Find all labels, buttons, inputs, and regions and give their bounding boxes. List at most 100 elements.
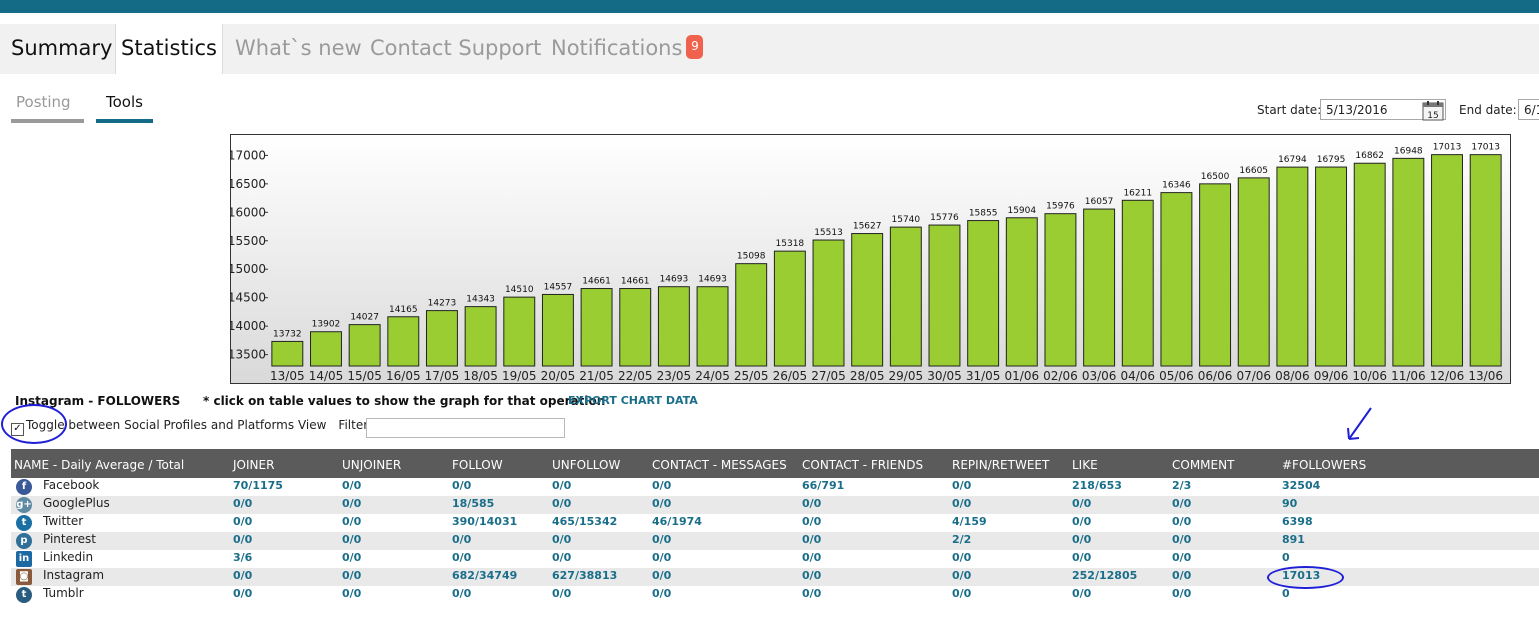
table-cell[interactable]: 2/3 [1172, 479, 1192, 492]
table-cell[interactable]: 0/0 [342, 497, 362, 510]
table-cell[interactable]: 0/0 [802, 515, 822, 528]
subtab-tools[interactable]: Tools [96, 93, 153, 123]
followers-bar-chart: 13500 14000 14500 15000 15500 16000 16500 17000… [228, 134, 1511, 384]
table-cell[interactable]: 0/0 [1072, 533, 1092, 546]
table-cell[interactable]: 0/0 [652, 497, 672, 510]
col-repin-retweet[interactable]: REPIN/RETWEET [952, 458, 1050, 472]
table-cell[interactable]: 0/0 [652, 533, 672, 546]
subtab-posting[interactable]: Posting [11, 93, 84, 123]
table-cell[interactable]: 0/0 [802, 569, 822, 582]
table-cell[interactable]: 0/0 [342, 551, 362, 564]
table-cell[interactable]: 66/791 [802, 479, 845, 492]
table-cell[interactable]: 6398 [1282, 515, 1313, 528]
data-label: 15098 [737, 252, 766, 262]
table-cell[interactable]: 0/0 [233, 533, 253, 546]
tab-contact-support[interactable]: Contact Support [370, 36, 542, 60]
table-cell[interactable]: 0/0 [1172, 551, 1192, 564]
start-date-input[interactable]: 5/13/2016 [1320, 99, 1446, 120]
table-cell[interactable]: 0/0 [233, 587, 253, 600]
x-tick-label: 25/05 [734, 369, 769, 383]
table-row: in Linkedin 3/6 0/0 0/0 0/0 0/0 0/0 0/0 0/0 0/0 0 [11, 550, 1539, 568]
col-followers[interactable]: #FOLLOWERS [1282, 458, 1367, 472]
table-cell[interactable]: 0/0 [552, 587, 572, 600]
table-cell[interactable]: 252/12805 [1072, 569, 1138, 582]
table-cell[interactable]: 0/0 [1172, 587, 1192, 600]
table-cell[interactable]: 0/0 [652, 569, 672, 582]
table-cell[interactable]: 0/0 [552, 479, 572, 492]
table-cell[interactable]: 0/0 [1172, 515, 1192, 528]
table-cell[interactable]: 0/0 [233, 497, 253, 510]
table-cell[interactable]: 0/0 [652, 551, 672, 564]
calendar-icon[interactable]: 15 [1422, 101, 1444, 121]
table-cell[interactable]: 0/0 [1072, 587, 1092, 600]
table-cell[interactable]: 70/1175 [233, 479, 283, 492]
col-unjoiner[interactable]: UNJOINER [342, 458, 402, 472]
table-cell[interactable]: 0/0 [652, 587, 672, 600]
tab-statistics[interactable]: Statistics [115, 24, 223, 74]
col-unfollow[interactable]: UNFOLLOW [552, 458, 621, 472]
tab-whats-new[interactable]: What`s new [235, 36, 362, 60]
col-like[interactable]: LIKE [1072, 458, 1098, 472]
table-cell[interactable]: 0/0 [952, 497, 972, 510]
col-follow[interactable]: FOLLOW [452, 458, 503, 472]
table-cell[interactable]: 0/0 [802, 587, 822, 600]
table-cell[interactable]: 390/14031 [452, 515, 518, 528]
table-cell[interactable]: 0/0 [342, 587, 362, 600]
table-cell[interactable]: 3/6 [233, 551, 253, 564]
table-cell[interactable]: 465/15342 [552, 515, 618, 528]
table-cell[interactable]: 0/0 [233, 569, 253, 582]
x-tick-label: 09/06 [1314, 369, 1349, 383]
table-cell[interactable]: 0/0 [802, 497, 822, 510]
bar [387, 316, 420, 367]
table-cell[interactable]: 0 [1282, 551, 1290, 564]
table-cell[interactable]: 0 [1282, 587, 1290, 600]
table-cell[interactable]: 0/0 [342, 569, 362, 582]
col-contact-friends[interactable]: CONTACT - FRIENDS [802, 458, 924, 472]
table-cell[interactable]: 46/1974 [652, 515, 702, 528]
table-cell[interactable]: 891 [1282, 533, 1305, 546]
col-comment[interactable]: COMMENT [1172, 458, 1235, 472]
col-contact-messages[interactable]: CONTACT - MESSAGES [652, 458, 787, 472]
table-cell[interactable]: 0/0 [952, 569, 972, 582]
end-date-input[interactable]: 6/1 [1518, 99, 1539, 120]
table-cell[interactable]: 0/0 [342, 533, 362, 546]
table-cell[interactable]: 0/0 [342, 479, 362, 492]
table-cell[interactable]: 0/0 [1072, 515, 1092, 528]
col-joiner[interactable]: JOINER [233, 458, 275, 472]
table-cell[interactable]: 18/585 [452, 497, 495, 510]
table-cell[interactable]: 0/0 [952, 551, 972, 564]
tab-notifications[interactable]: Notifications 9 [551, 24, 704, 74]
table-cell[interactable]: 0/0 [802, 551, 822, 564]
table-cell[interactable]: 2/2 [952, 533, 972, 546]
table-cell[interactable]: 0/0 [1072, 497, 1092, 510]
filter-input[interactable] [366, 418, 565, 438]
table-cell[interactable]: 90 [1282, 497, 1298, 510]
table-cell[interactable]: 0/0 [652, 479, 672, 492]
x-tick-label: 14/05 [309, 369, 344, 383]
table-cell[interactable]: 0/0 [552, 551, 572, 564]
table-cell[interactable]: 0/0 [452, 551, 472, 564]
table-cell[interactable]: 0/0 [452, 533, 472, 546]
col-name[interactable]: NAME - Daily Average / Total [14, 458, 185, 472]
table-cell[interactable]: 0/0 [452, 479, 472, 492]
table-cell[interactable]: 682/34749 [452, 569, 518, 582]
table-cell[interactable]: 0/0 [952, 587, 972, 600]
table-cell[interactable]: 0/0 [952, 479, 972, 492]
table-cell[interactable]: 0/0 [802, 533, 822, 546]
table-cell[interactable]: 218/653 [1072, 479, 1122, 492]
table-cell[interactable]: 0/0 [452, 587, 472, 600]
table-cell[interactable]: 0/0 [1172, 533, 1192, 546]
table-cell[interactable]: 0/0 [1072, 551, 1092, 564]
table-cell[interactable]: 627/38813 [552, 569, 618, 582]
export-chart-data-link[interactable]: EXPORT CHART DATA [568, 394, 698, 407]
table-cell[interactable]: 0/0 [552, 533, 572, 546]
table-cell[interactable]: 0/0 [552, 497, 572, 510]
table-cell[interactable]: 4/159 [952, 515, 987, 528]
table-cell[interactable]: 0/0 [1172, 497, 1192, 510]
bar [1276, 166, 1309, 367]
table-cell[interactable]: 0/0 [233, 515, 253, 528]
table-cell[interactable]: 0/0 [342, 515, 362, 528]
table-cell[interactable]: 32504 [1282, 479, 1321, 492]
tab-summary[interactable]: Summary [11, 36, 113, 60]
table-cell[interactable]: 0/0 [1172, 569, 1192, 582]
